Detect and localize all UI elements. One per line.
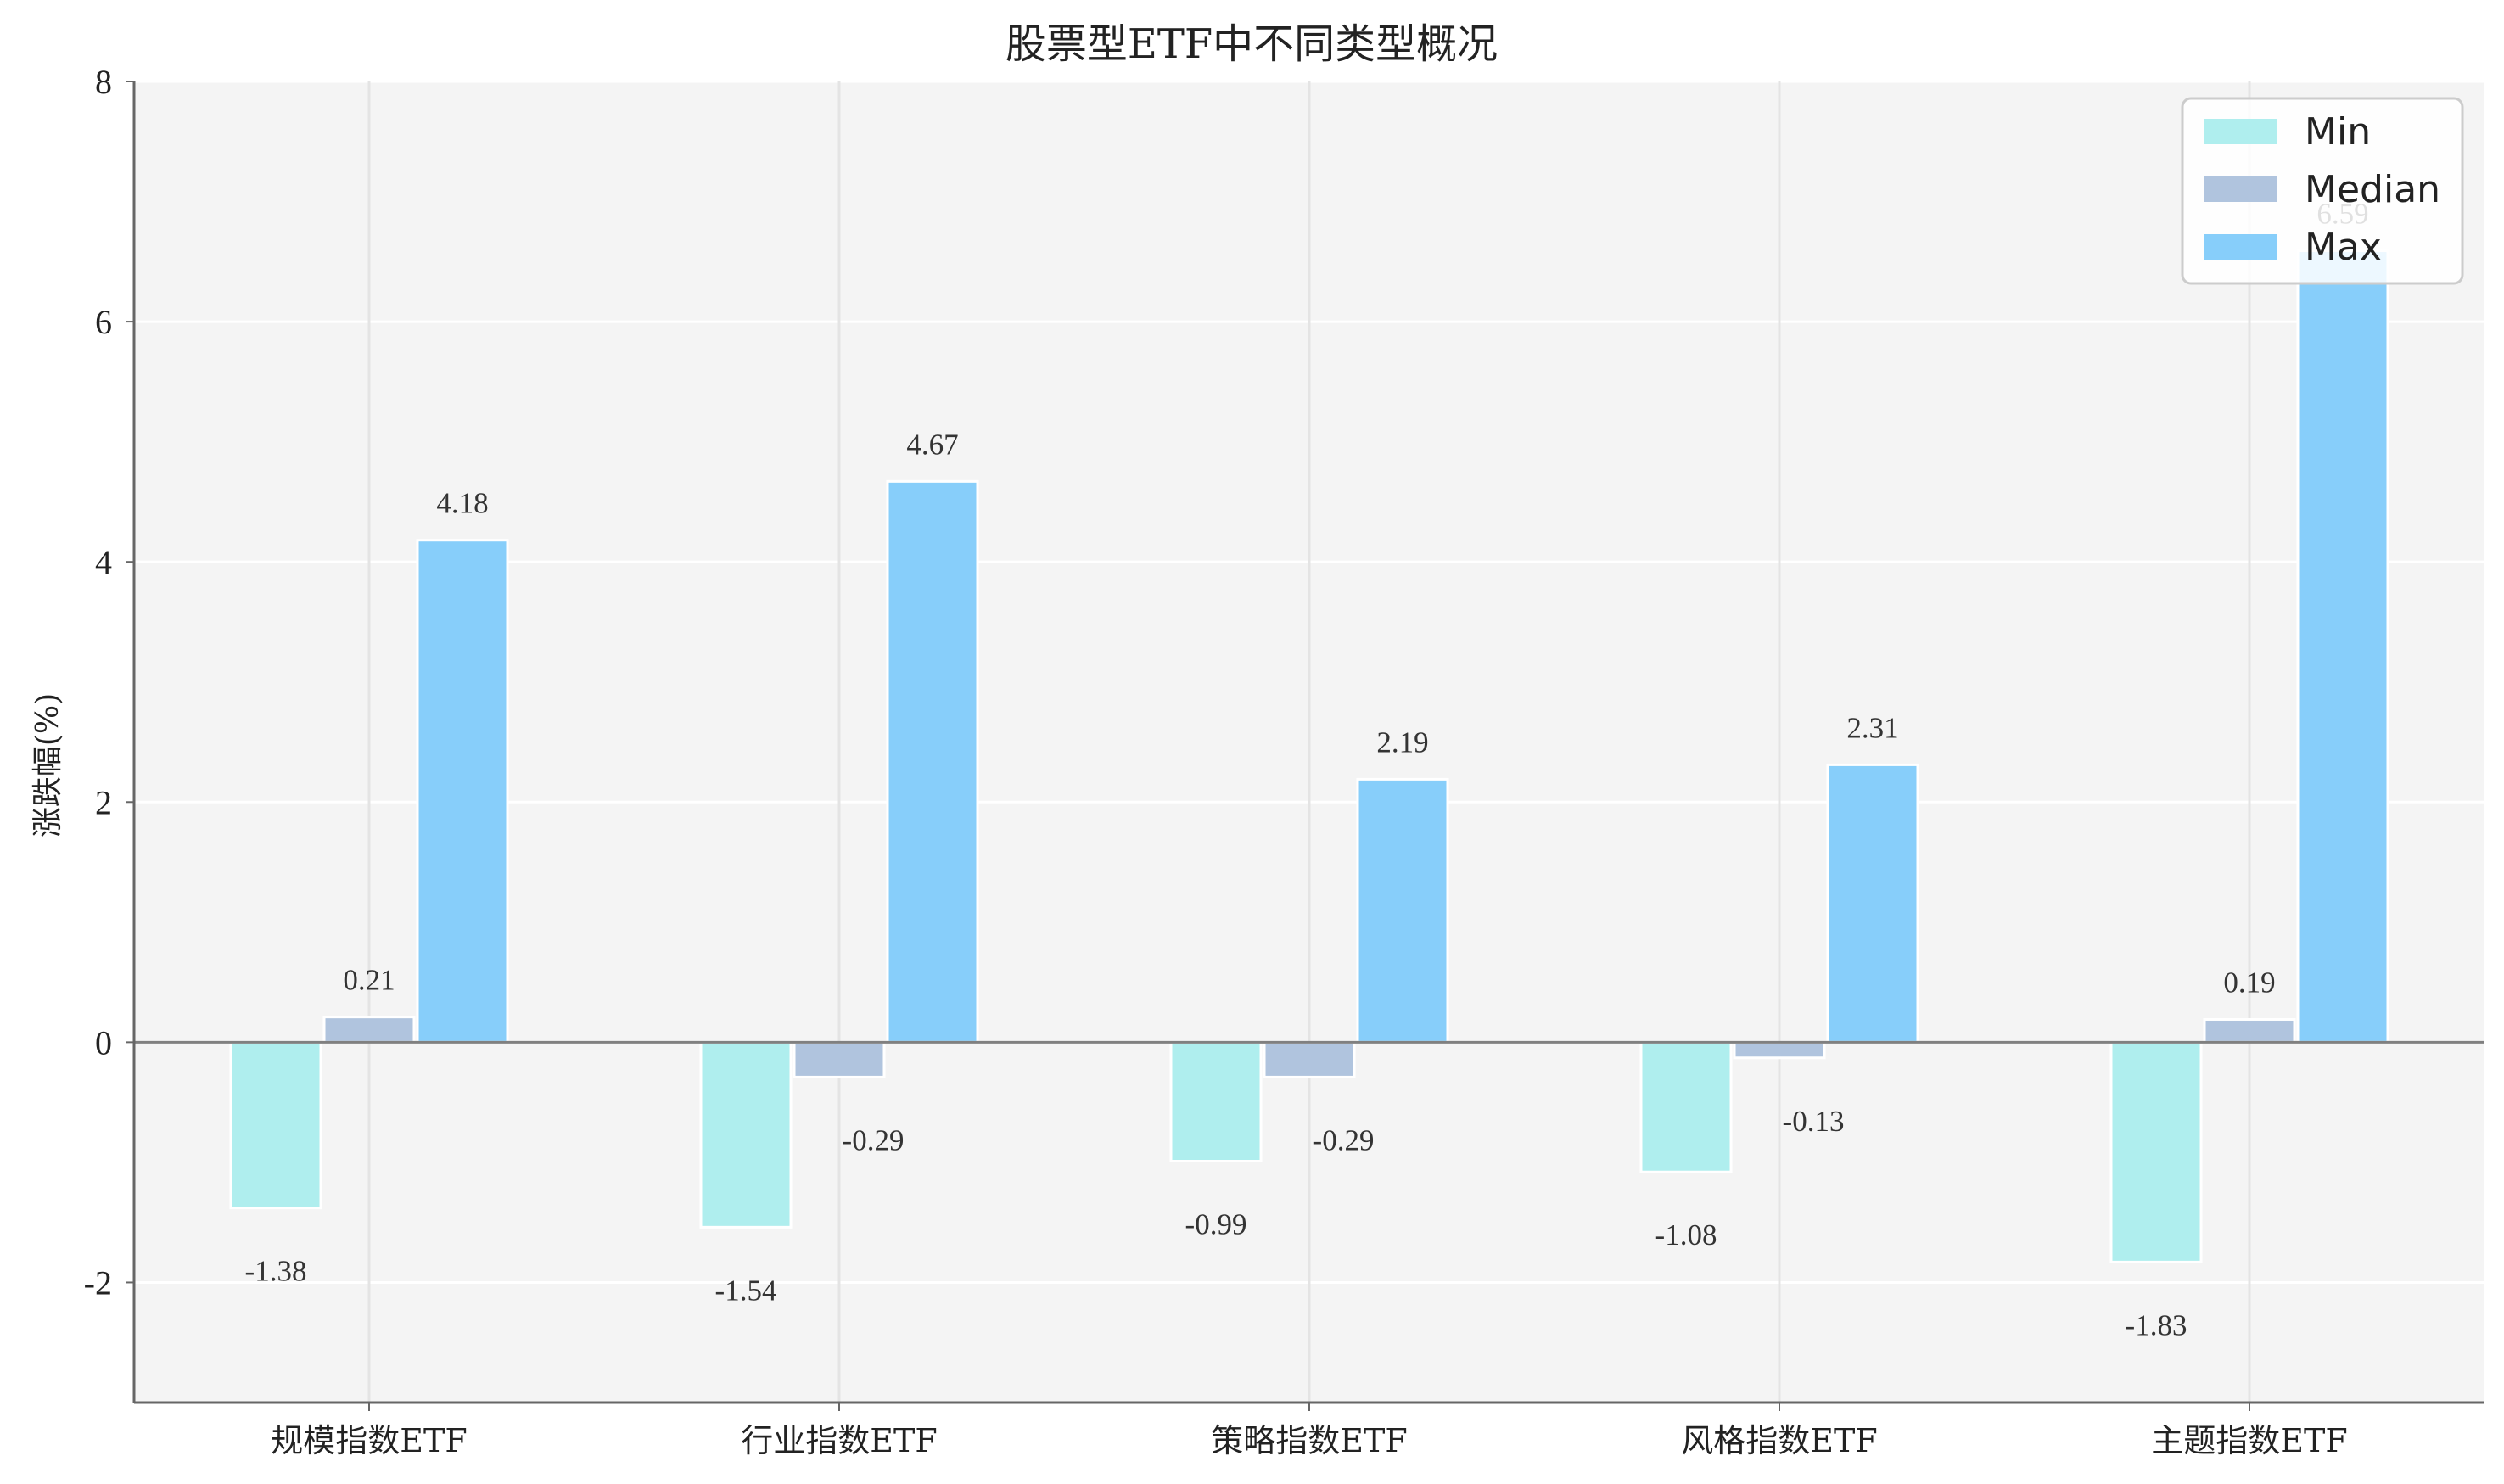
axes [132, 81, 2484, 1404]
legend-label-median: Median [2305, 168, 2440, 211]
data-label: -1.38 [245, 1255, 307, 1288]
bar-min [2109, 1040, 2203, 1263]
bar-median [1733, 1040, 1826, 1060]
bar-median [322, 1016, 416, 1044]
data-labels: -1.38 0.21 4.18 -1.54 -0.29 4.67 -0.99 -0.29 2.1… [245, 198, 2369, 1342]
data-label: -1.08 [1655, 1218, 1717, 1252]
y-tick-label: 0 [95, 1023, 112, 1061]
bar-min [1639, 1040, 1733, 1173]
bar-min [229, 1040, 322, 1210]
data-label: 4.67 [906, 428, 958, 461]
bar-median [1263, 1040, 1356, 1078]
x-tick-label: 主题指数ETF [2151, 1422, 2347, 1459]
data-label: 0.21 [343, 964, 395, 997]
x-tick-label: 风格指数ETF [1681, 1422, 1877, 1459]
legend-label-max: Max [2305, 226, 2382, 269]
chart-title: 股票型ETF中不同类型概况 [1006, 20, 1498, 68]
x-axis-categories: 规模指数ETF 行业指数ETF 策略指数ETF 风格指数ETF 主题指数ETF [271, 1403, 2348, 1459]
y-tick-label: 2 [95, 783, 112, 821]
bar-max [2296, 249, 2389, 1044]
y-axis-ticks: -2 0 2 4 6 8 [84, 63, 134, 1302]
bar-max [886, 479, 979, 1044]
data-label: 0.19 [2223, 966, 2275, 999]
data-label: -1.83 [2126, 1308, 2187, 1341]
data-label: -0.99 [1185, 1207, 1247, 1240]
legend-swatch-median [2204, 176, 2277, 202]
bar-max [1826, 763, 1919, 1044]
legend-swatch-max [2204, 234, 2277, 260]
data-label: 4.18 [436, 487, 488, 520]
data-label: -0.29 [843, 1123, 905, 1156]
y-axis-label: 涨跌幅(%) [31, 693, 65, 837]
data-label: -0.29 [1313, 1123, 1375, 1156]
legend: Min Median Max [2181, 97, 2464, 285]
y-tick-label: 4 [95, 543, 112, 581]
y-tick-label: -2 [84, 1263, 112, 1302]
data-label: 2.31 [1846, 711, 1898, 744]
bar-min [1169, 1040, 1263, 1162]
legend-label-min: Min [2305, 110, 2371, 154]
bar-max [1356, 777, 1449, 1044]
data-label: -1.54 [715, 1274, 777, 1307]
bar-min [699, 1040, 793, 1229]
legend-swatch-min [2204, 119, 2277, 144]
x-tick-label: 行业指数ETF [741, 1422, 937, 1459]
data-label: 2.19 [1376, 725, 1428, 759]
x-tick-label: 规模指数ETF [271, 1422, 467, 1459]
x-tick-label: 策略指数ETF [1211, 1422, 1407, 1459]
y-tick-label: 6 [95, 303, 112, 341]
bar-median [2203, 1017, 2296, 1044]
bar-median [793, 1040, 886, 1078]
bar-max [416, 539, 509, 1044]
data-label: -0.13 [1783, 1105, 1845, 1138]
y-tick-label: 8 [95, 63, 112, 101]
